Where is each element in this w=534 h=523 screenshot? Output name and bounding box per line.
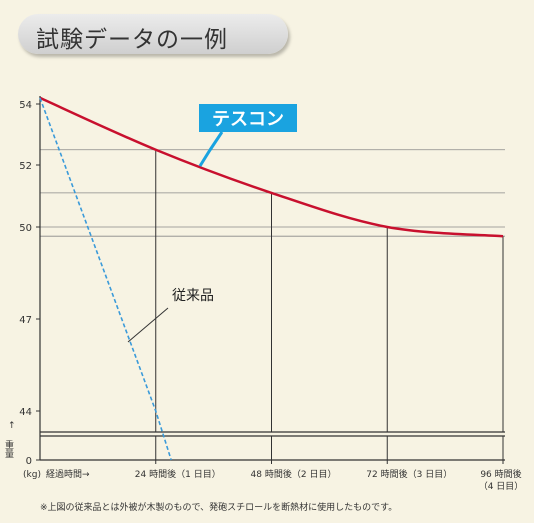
y-tick-label: 47: [19, 315, 32, 326]
footnote: ※上図の従来品とは外被が木製のもので、発砲スチロールを断熱材に使用したものです。: [40, 503, 398, 513]
y-unit-label: (kg): [23, 470, 41, 480]
x-tick-label: 96 時間後: [480, 468, 521, 480]
title-banner: 試験データの一例: [18, 14, 288, 54]
chart-axes: [39, 96, 505, 461]
legend-label-conventional: 従来品: [172, 288, 214, 304]
y-tick-label: 52: [19, 161, 32, 172]
x-tick-label: 48 時間後（2 日目）: [251, 468, 337, 480]
chart-grid: [40, 149, 505, 432]
x-tick-label: 72 時間後（3 日目）: [366, 468, 452, 480]
callout-pointer-tescon: [198, 131, 224, 167]
series-line-tescon: [39, 96, 504, 238]
y-tick-label: 50: [19, 223, 32, 234]
chart-ticks: 54 52 50 47 44 0 24 時間後（1 日目） 48 時間後（2 日目） 72 時間…: [19, 100, 523, 492]
legend-label-tescon: テスコン: [212, 109, 284, 130]
weight-chart: 54 52 50 47 44 0 24 時間後（1 日目） 48 時間後（2 日目） 72 時間…: [3, 96, 523, 492]
chart-series: [39, 96, 504, 461]
y-axis-label: 重量: [3, 439, 14, 458]
x-axis-label: 経過時間→: [46, 468, 90, 480]
y-axis-arrow: ↑: [8, 421, 16, 431]
page-title: 試験データの一例: [36, 27, 228, 53]
y-tick-label: 0: [26, 456, 32, 467]
y-tick-label: 44: [19, 407, 32, 418]
x-tick-label: （4 日目）: [479, 481, 524, 492]
x-tick-label: 24 時間後（1 日目）: [135, 468, 221, 480]
callout-box-tescon: [199, 104, 297, 132]
callout-pointer-conventional: [127, 307, 169, 343]
y-tick-label: 54: [19, 100, 32, 111]
series-line-conventional: [39, 97, 172, 461]
